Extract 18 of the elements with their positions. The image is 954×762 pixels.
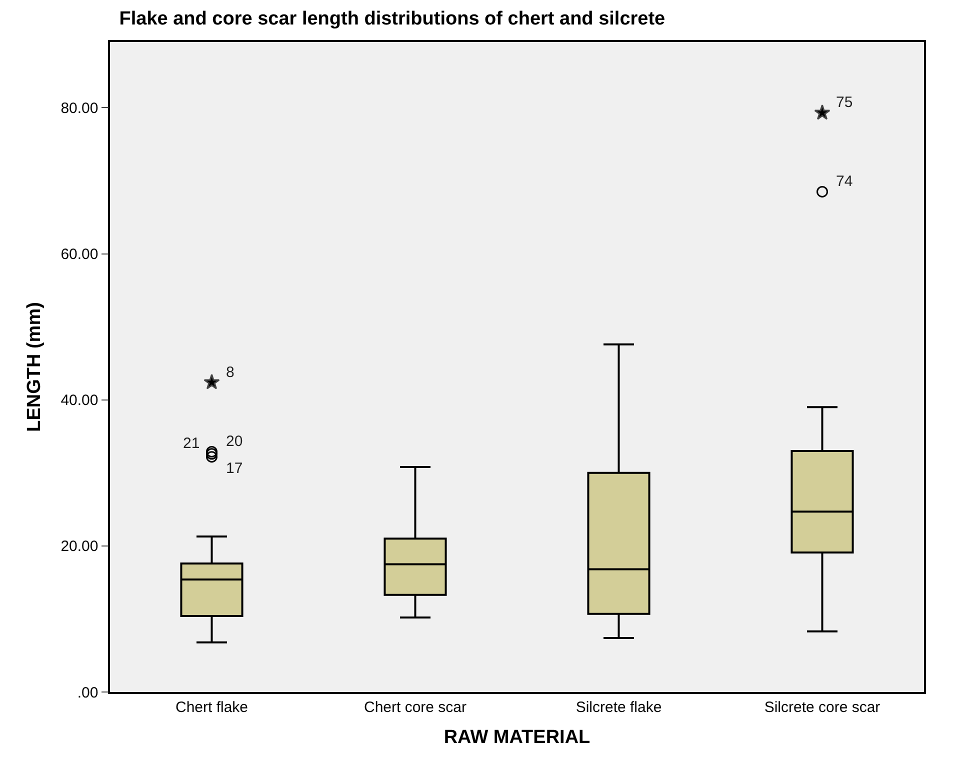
annotation: 8 [226,364,234,381]
annotation: 17 [226,460,243,477]
annotation: 21 [183,435,200,452]
y-axis-title: LENGTH (mm) [24,302,46,432]
y-tick-label: 60.00 [60,246,98,264]
x-axis-title: RAW MATERIAL [444,727,591,748]
annotation: 75 [836,94,853,111]
x-tick-label: Chert flake [175,698,248,716]
x-tick-label: Silcrete core scar [764,698,880,716]
x-tick-label: Silcrete flake [576,698,662,716]
annotation: 74 [836,173,853,190]
y-tick-label: 40.00 [60,392,98,410]
y-tick-label: 20.00 [60,538,98,556]
y-tick-label: .00 [77,684,98,702]
annotation: 20 [226,433,243,450]
chart-title: Flake and core scar length distributions of chert and silcrete [119,8,666,30]
y-tick-label: 80.00 [60,100,98,117]
x-tick-label: Chert core scar [364,698,467,716]
